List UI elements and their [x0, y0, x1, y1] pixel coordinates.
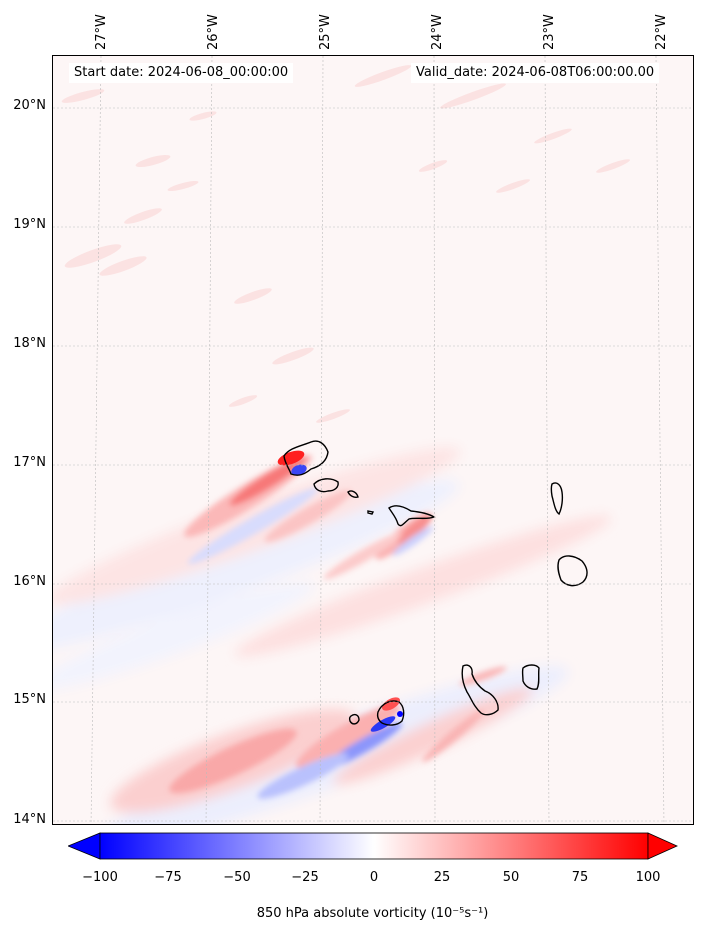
- colorbar-tick-0: 0: [369, 870, 379, 885]
- coast-fogo: [376, 700, 405, 726]
- colorbar-tick-m75: −75: [154, 870, 182, 885]
- island-coastlines: [283, 440, 588, 726]
- northern-wakes: [184, 454, 434, 580]
- lon-label-23w: 23°W: [542, 14, 557, 50]
- background-streaks: [61, 65, 630, 423]
- colorbar-tick-75: 75: [571, 870, 589, 885]
- coast-boa-vista: [557, 555, 588, 587]
- coast-brava: [348, 713, 360, 725]
- lat-label-20n: 20°N: [13, 98, 46, 113]
- lon-label-26w: 26°W: [206, 14, 221, 50]
- colorbar-tick-100: 100: [635, 870, 661, 885]
- coast-maio: [521, 664, 540, 690]
- coast-sal: [550, 482, 564, 516]
- colorbar-max-extend: [647, 832, 678, 860]
- graticule: [53, 56, 693, 824]
- coast-sao-vicente: [313, 478, 339, 493]
- lat-label-18n: 18°N: [13, 336, 46, 351]
- colorbar-gradient: [99, 832, 649, 860]
- map-panel[interactable]: [52, 55, 694, 825]
- coast-santo-antao: [283, 440, 329, 476]
- coast-islet: [367, 510, 375, 515]
- colorbar-tick-m50: −50: [223, 870, 251, 885]
- lon-label-22w: 22°W: [654, 14, 669, 50]
- colorbar-label: 850 hPa absolute vorticity (10⁻⁵s⁻¹): [256, 906, 489, 921]
- lat-label-15n: 15°N: [13, 692, 46, 707]
- vorticity-map: [53, 56, 693, 824]
- colorbar: [68, 832, 678, 860]
- start-date-label: Start date: 2024-06-08_00:00:00: [69, 63, 294, 83]
- coast-santa-luzia: [347, 490, 359, 498]
- southern-wakes: [169, 666, 507, 799]
- lon-label-25w: 25°W: [318, 14, 333, 50]
- lon-label-24w: 24°W: [430, 14, 445, 50]
- lat-label-14n: 14°N: [13, 812, 46, 827]
- colorbar-tick-25: 25: [433, 870, 451, 885]
- lat-label-17n: 17°N: [13, 455, 46, 470]
- coast-santiago: [461, 664, 499, 716]
- colorbar-tick-m100: −100: [82, 870, 118, 885]
- valid-date-label: Valid_date: 2024-06-08T06:00:00.00: [411, 63, 660, 83]
- colorbar-min-extend: [68, 832, 101, 860]
- coast-sao-nicolau: [388, 505, 436, 527]
- lat-label-16n: 16°N: [13, 574, 46, 589]
- lon-label-27w: 27°W: [94, 14, 109, 50]
- colorbar-tick-m25: −25: [291, 870, 319, 885]
- lat-label-19n: 19°N: [13, 217, 46, 232]
- colorbar-tick-50: 50: [502, 870, 520, 885]
